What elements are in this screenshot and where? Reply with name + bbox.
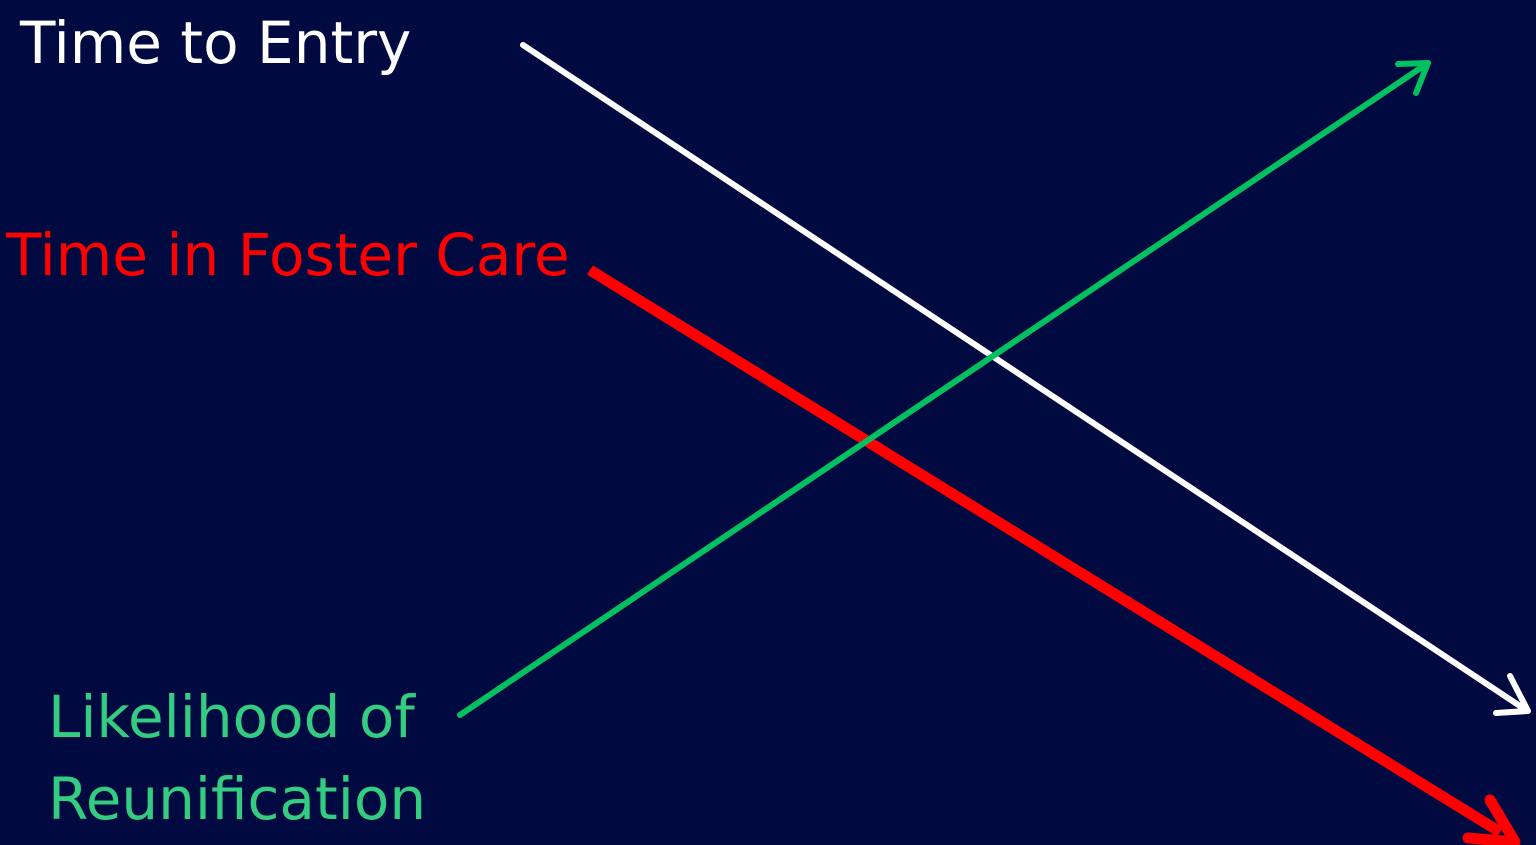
time-to-entry-arrow [520, 42, 1531, 716]
likelihood-label-line2: Reunification [48, 765, 427, 833]
likelihood-of-reunification-label: Likelihood of Reunification [48, 676, 426, 840]
time-in-foster-care-arrow [587, 265, 1521, 845]
likelihood-of-reunification-arrow [457, 60, 1431, 718]
likelihood-label-line1: Likelihood of [48, 683, 415, 751]
time-to-entry-label: Time to Entry [20, 9, 412, 77]
time-in-foster-care-label: Time in Foster Care [6, 221, 570, 289]
